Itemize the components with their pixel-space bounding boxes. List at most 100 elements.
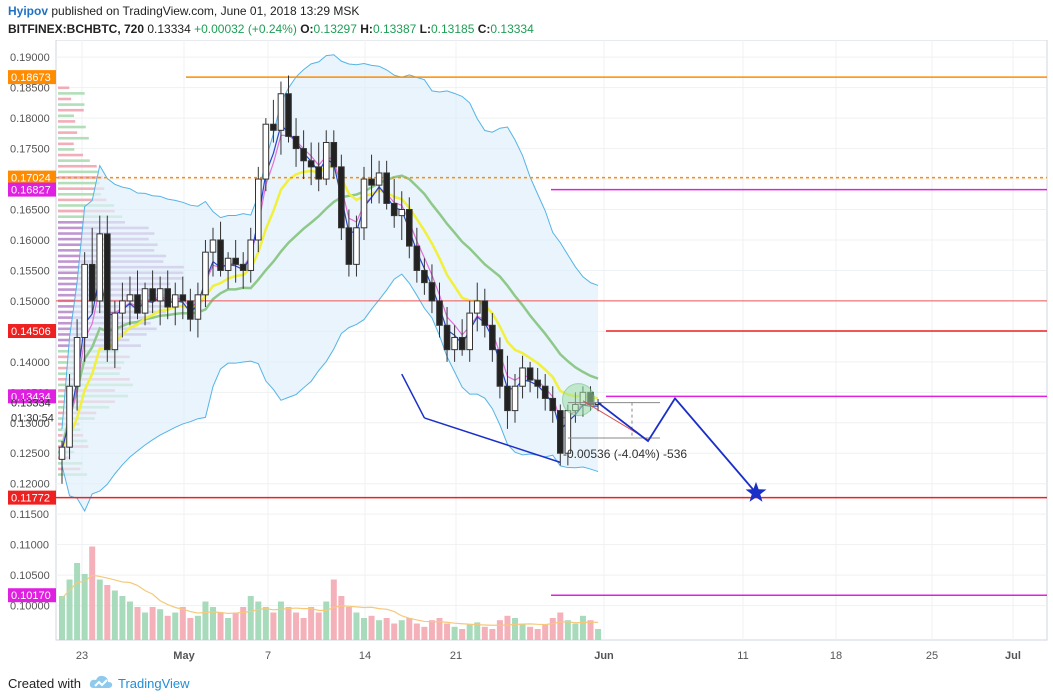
publish-line: Hyipov published on TradingView.com, Jun… [8,4,359,18]
candle-body [135,295,141,313]
volume-bar [142,613,148,641]
candle-body [256,179,262,240]
x-tick-label: Jul [1005,650,1021,662]
volume-bar [286,607,292,640]
volume-bar [112,591,118,641]
candle-body [97,234,103,301]
volume-bar [346,607,352,640]
x-tick-label: 23 [76,650,88,662]
volume-bar [421,627,427,640]
candle-body [520,368,526,386]
candle-body [422,270,428,282]
candle-body [165,289,171,307]
candle-body [271,124,277,130]
author-link[interactable]: Hyipov [8,4,48,18]
volume-bar [323,602,329,641]
candle-body [263,124,269,179]
volume-bar [338,596,344,640]
low-value: 0.13185 [431,22,474,36]
candle-body [82,264,88,337]
candle-body [535,380,541,386]
candle-body [497,350,503,387]
candle-body [112,313,118,350]
candle-body [105,234,111,350]
close-value: 0.13334 [490,22,533,36]
candle-body [505,386,511,410]
volume-bar [293,613,299,641]
volume-profile-bar [58,126,86,129]
price-change: +0.00032 (+0.24%) [194,22,297,36]
y-tick-label: 0.11500 [10,509,49,521]
candle-body [467,313,473,350]
volume-profile-bar [58,137,89,140]
volume-profile-bar [58,182,100,185]
volume-bar [195,616,201,640]
candle-body [542,386,548,398]
volume-profile-bar [58,159,90,162]
volume-bar [542,625,548,640]
candle-body [278,94,284,131]
volume-profile-bar [58,171,98,174]
candle-body [180,295,186,301]
volume-bar [202,602,208,641]
candle-body [195,295,201,319]
volume-bar [572,624,578,641]
x-tick-label: Jun [594,650,614,662]
low-label: L: [420,22,431,36]
candle-body [308,161,314,167]
volume-profile-bar [58,86,69,89]
volume-bar [504,616,510,640]
x-tick-label: 21 [450,650,462,662]
volume-bar [119,596,125,640]
volume-bar [384,618,390,640]
volume-bar [233,613,239,641]
x-tick-label: 7 [265,650,271,662]
created-with-label: Created with [8,676,81,691]
candle-body [490,325,496,349]
volume-bar [157,609,163,640]
y-tick-label: 0.10000 [10,601,50,613]
volume-bar [263,607,269,640]
price-chart[interactable]: -0.00536 (-4.04%) -536 0.190000.185000.1… [0,40,1053,668]
volume-bar [308,607,314,640]
candle-body [188,301,194,319]
open-value: 0.13297 [314,22,357,36]
high-label: H: [360,22,373,36]
candle-body [354,228,360,265]
volume-bar [467,625,473,640]
tradingview-brand[interactable]: TradingView [118,676,190,691]
y-tick-label: 0.17500 [10,144,50,156]
candle-body [248,240,254,270]
candle-body [150,289,156,301]
y-tick-label: 0.16500 [10,205,50,217]
volume-bar [512,618,518,640]
candle-body [512,386,518,410]
y-tick-label: 0.18000 [10,113,50,125]
volume-bar [225,618,231,640]
volume-bar [248,596,254,640]
volume-profile-bar [58,120,75,123]
volume-bar [97,580,103,641]
volume-bar [135,607,141,640]
candle-body [407,210,413,247]
candle-body [67,386,73,447]
volume-bar [497,620,503,640]
volume-bar [482,627,488,640]
candle-body [120,301,126,313]
candle-body [550,398,556,410]
volume-profile-bar [58,143,74,146]
candle-body [346,228,352,265]
candle-body [399,210,405,216]
last-price: 0.13334 [147,22,190,36]
volume-bars [59,547,601,641]
volume-bar [180,607,186,640]
price-tag-label: 0.14506 [11,326,51,338]
volume-bar [580,616,586,640]
candle-body [369,179,375,185]
candle-body [482,301,488,325]
high-value: 0.13387 [373,22,416,36]
candle-body [59,447,65,459]
volume-profile-bar [58,148,74,151]
x-tick-label: 14 [359,650,371,662]
y-tick-label: 0.11000 [10,540,49,552]
